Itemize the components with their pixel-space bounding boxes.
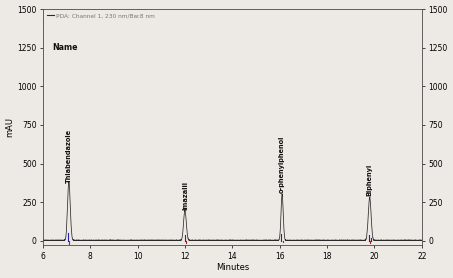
Text: Thiabendazole: Thiabendazole	[66, 129, 72, 183]
Text: o-phenylphenol: o-phenylphenol	[279, 135, 285, 193]
Text: Name: Name	[53, 43, 78, 52]
Text: Imazalil: Imazalil	[182, 181, 188, 210]
Legend: PDA: Channel 1, 230 nm/Bw:8 nm: PDA: Channel 1, 230 nm/Bw:8 nm	[46, 12, 156, 19]
X-axis label: Minutes: Minutes	[216, 264, 249, 272]
Text: Biphenyl: Biphenyl	[367, 164, 373, 197]
Y-axis label: mAU: mAU	[5, 117, 14, 137]
